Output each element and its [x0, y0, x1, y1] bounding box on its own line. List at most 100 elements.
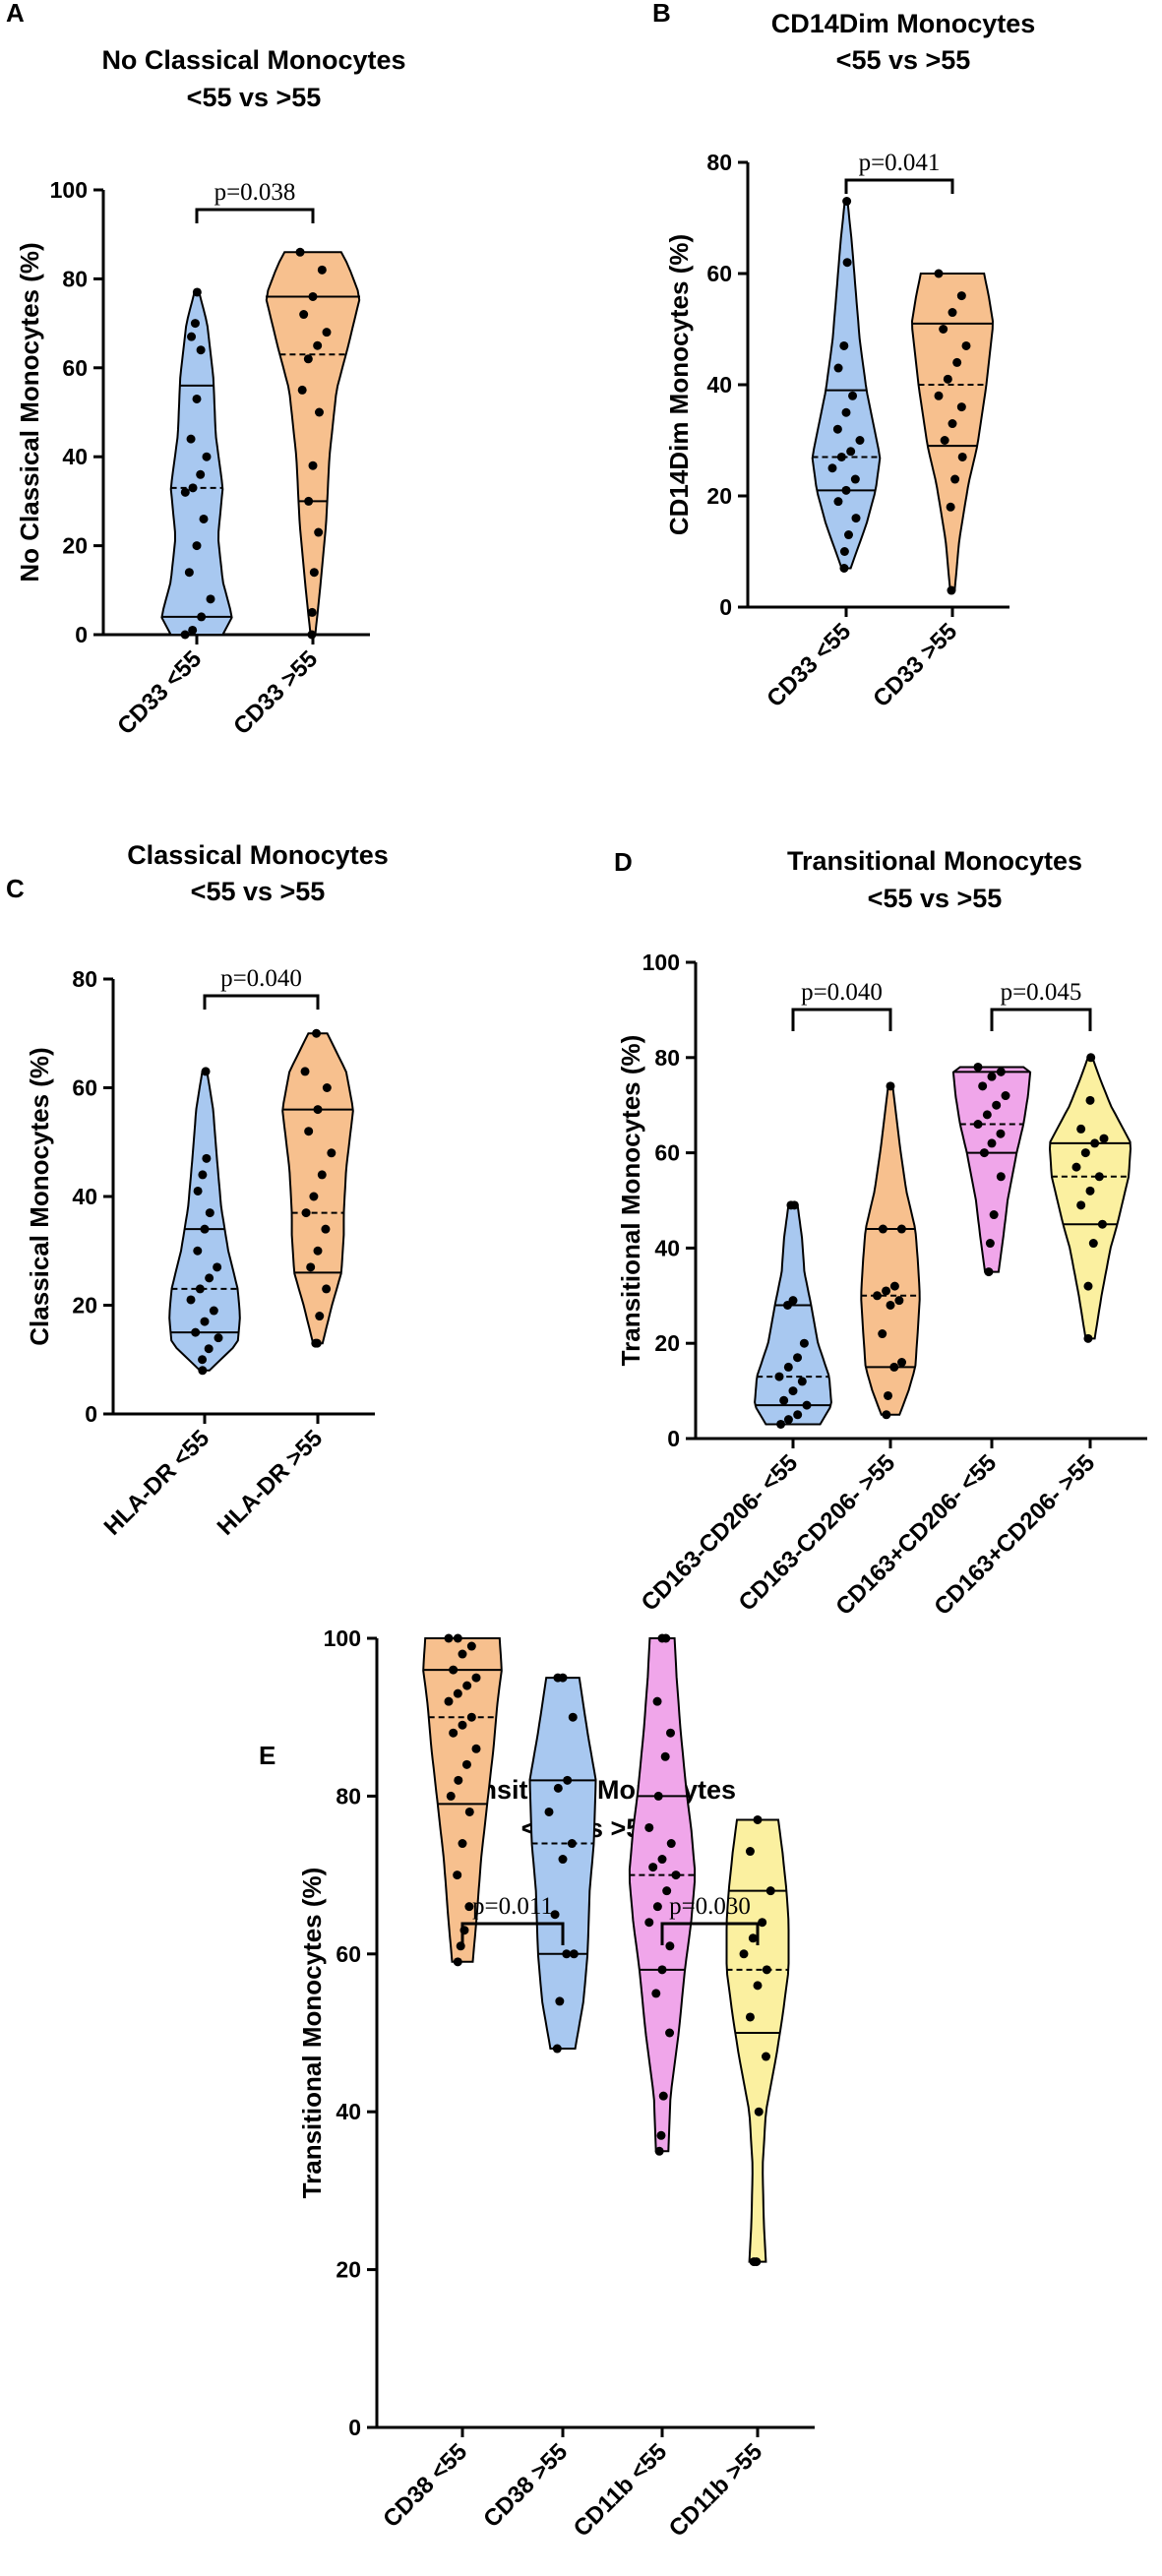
data-point	[1071, 1162, 1081, 1172]
data-point	[464, 1902, 474, 1912]
y-tick-label: 0	[719, 594, 732, 620]
data-point	[453, 1871, 462, 1880]
data-point	[309, 1192, 319, 1201]
violin-3	[628, 1633, 697, 2156]
data-point	[562, 1949, 572, 1959]
data-point	[196, 345, 206, 355]
data-point	[987, 1072, 997, 1081]
data-point	[765, 1886, 775, 1896]
data-point	[851, 514, 861, 523]
y-tick-label: 80	[706, 150, 732, 175]
violin-body	[725, 1818, 790, 2263]
data-point	[897, 1358, 907, 1368]
data-point	[989, 1210, 999, 1220]
data-point	[878, 1329, 887, 1339]
data-point	[454, 1775, 463, 1785]
data-point	[842, 197, 852, 207]
data-point	[313, 340, 323, 350]
data-point	[466, 1712, 476, 1722]
data-point	[657, 1855, 667, 1865]
data-point	[299, 310, 309, 320]
data-point	[776, 1419, 786, 1429]
p-value-label: p=0.011	[472, 1893, 553, 1920]
chart-title: <55 vs >55	[868, 884, 1003, 913]
violin-1	[160, 287, 233, 640]
category-label: CD163+CD206- >55	[929, 1449, 1100, 1621]
data-point	[886, 1081, 895, 1091]
data-point	[884, 1390, 893, 1400]
data-point	[752, 2257, 762, 2267]
significance-bracket	[195, 208, 315, 223]
chart-title: <55 vs >55	[836, 45, 971, 75]
violin-2	[281, 1028, 354, 1348]
data-point	[947, 585, 956, 595]
data-point	[471, 1673, 481, 1683]
p-value-label: p=0.041	[859, 150, 941, 176]
data-point	[754, 2107, 764, 2116]
data-point	[563, 1775, 573, 1785]
violin-body	[628, 1637, 697, 2153]
y-tick-label: 20	[706, 483, 732, 509]
data-point	[180, 487, 190, 497]
data-point	[956, 291, 966, 301]
data-point	[314, 527, 324, 537]
data-point	[446, 1791, 456, 1801]
data-point	[762, 2052, 771, 2061]
y-tick-label: 60	[72, 1075, 97, 1101]
y-tick-label: 60	[654, 1140, 680, 1166]
data-point	[793, 1410, 803, 1420]
data-point	[753, 1814, 763, 1824]
data-point	[832, 424, 842, 434]
y-tick-label: 80	[336, 1783, 361, 1809]
data-point	[758, 1918, 767, 1928]
violin-2	[265, 247, 361, 640]
data-point	[471, 1744, 481, 1753]
data-point	[301, 1208, 311, 1218]
data-point	[894, 1296, 904, 1306]
data-point	[836, 452, 846, 461]
data-point	[943, 374, 952, 384]
data-point	[198, 1366, 208, 1376]
data-point	[567, 1839, 577, 1849]
data-point	[996, 1172, 1006, 1182]
y-tick-label: 60	[62, 355, 88, 381]
chart-title: CD14Dim Monocytes	[771, 9, 1036, 38]
data-point	[303, 354, 313, 364]
violin-body	[265, 251, 361, 636]
y-tick-label: 100	[50, 177, 88, 203]
data-point	[1083, 1281, 1093, 1291]
data-point	[833, 363, 843, 373]
panel-a: A No Classical Monocytes <55 vs >55 No Clas…	[6, 0, 406, 740]
data-point	[1086, 1053, 1096, 1063]
data-point	[665, 1941, 675, 1951]
data-point	[206, 594, 215, 604]
data-point	[841, 407, 851, 417]
data-point	[1076, 1124, 1086, 1134]
data-point	[464, 1807, 474, 1816]
data-point	[462, 1681, 472, 1690]
data-point	[889, 1281, 899, 1291]
y-tick-label: 20	[72, 1293, 97, 1319]
y-tick-label: 20	[62, 533, 88, 559]
data-point	[184, 568, 194, 578]
data-point	[453, 1957, 462, 1967]
data-point	[312, 1338, 322, 1348]
data-point	[783, 1362, 793, 1372]
category-label: CD33 >55	[228, 645, 323, 740]
data-point	[198, 1355, 208, 1365]
data-point	[1090, 1138, 1100, 1148]
data-point	[666, 1728, 676, 1738]
data-point	[199, 514, 209, 523]
violin-4	[725, 1814, 790, 2267]
data-point	[985, 1239, 995, 1249]
violin-1	[811, 197, 882, 573]
p-value-label: p=0.030	[669, 1893, 751, 1920]
data-point	[848, 391, 858, 400]
panel-d: D Transitional Monocytes <55 vs >55 Transit…	[614, 846, 1147, 1621]
y-tick-label: 40	[62, 444, 88, 469]
data-point	[202, 452, 212, 461]
data-point	[204, 1344, 214, 1354]
data-point	[788, 1386, 798, 1396]
data-point	[1099, 1134, 1109, 1143]
